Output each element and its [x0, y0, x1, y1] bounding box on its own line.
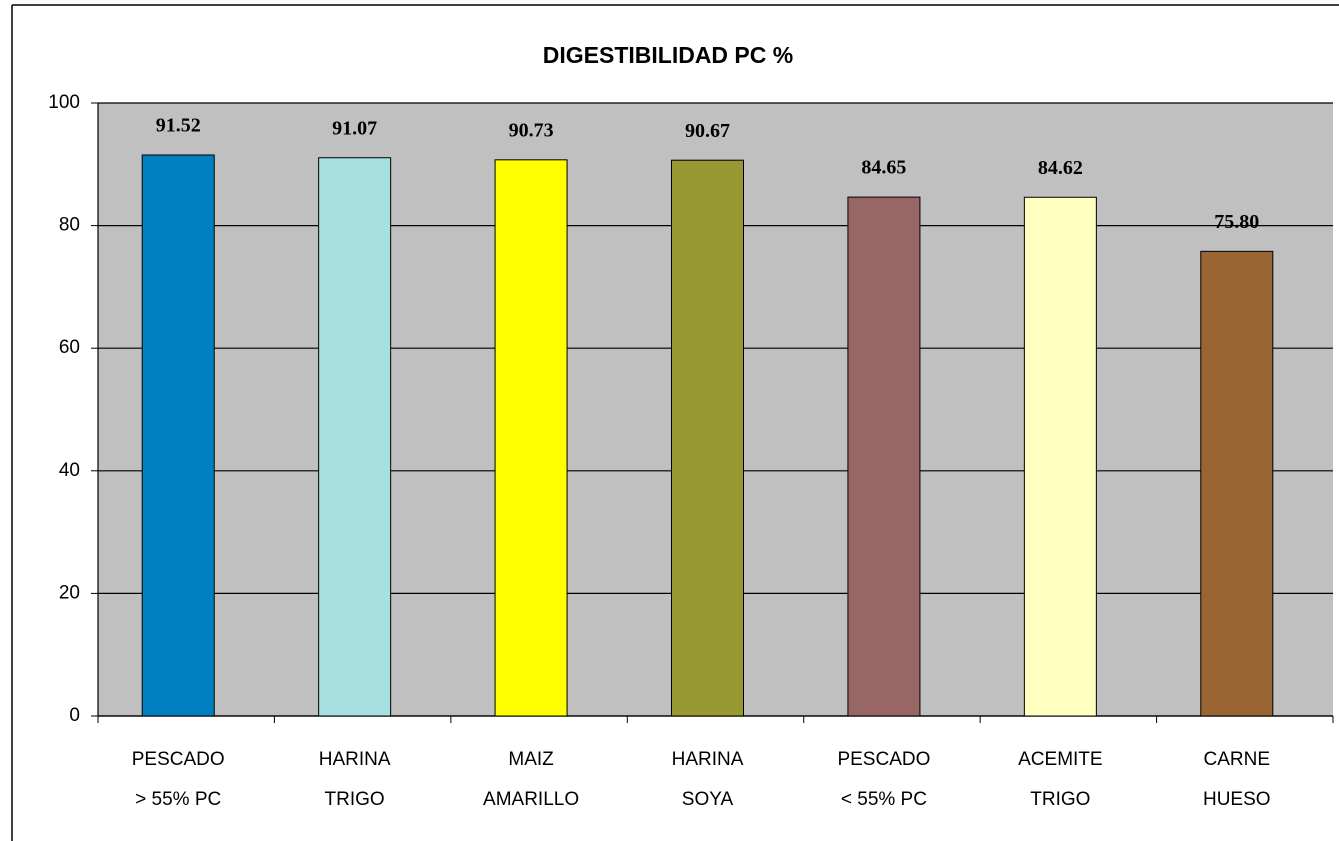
y-tick-label: 20	[59, 582, 80, 603]
bar	[847, 196, 921, 717]
y-tick-label: 0	[69, 705, 80, 726]
x-tick-label: TRIGO	[1030, 789, 1090, 810]
x-tick-label: > 55% PC	[135, 789, 221, 810]
value-label: 90.67	[685, 120, 730, 142]
x-tick-label: AMARILLO	[483, 789, 579, 810]
y-tick-label: 60	[59, 337, 80, 358]
x-tick-label: < 55% PC	[841, 789, 927, 810]
value-label: 75.80	[1214, 211, 1259, 233]
x-tick-label: HUESO	[1203, 789, 1271, 810]
x-tick-label: ACEMITE	[1018, 749, 1102, 770]
x-tick-label: HARINA	[319, 749, 391, 770]
x-tick-label: SOYA	[682, 789, 734, 810]
chart-title: DIGESTIBILIDAD PC %	[543, 42, 793, 68]
value-label: 84.62	[1038, 157, 1083, 179]
x-tick-label: PESCADO	[837, 749, 930, 770]
value-label: 84.65	[861, 157, 906, 179]
y-tick-label: 100	[48, 92, 80, 113]
x-tick-label: TRIGO	[325, 789, 385, 810]
bar	[494, 159, 568, 717]
bar	[671, 159, 744, 717]
value-label: 91.52	[156, 115, 201, 137]
x-tick-label: CARNE	[1204, 749, 1271, 770]
y-tick-label: 40	[59, 460, 80, 481]
bar	[318, 157, 392, 717]
bar	[141, 154, 215, 717]
bar	[1200, 250, 1274, 717]
bar	[1023, 196, 1097, 717]
x-tick-label: HARINA	[672, 749, 744, 770]
x-tick-label: MAIZ	[508, 749, 554, 770]
value-label: 90.73	[509, 119, 554, 141]
value-label: 91.07	[332, 117, 377, 139]
y-tick-label: 80	[59, 215, 80, 236]
x-tick-label: PESCADO	[132, 749, 225, 770]
